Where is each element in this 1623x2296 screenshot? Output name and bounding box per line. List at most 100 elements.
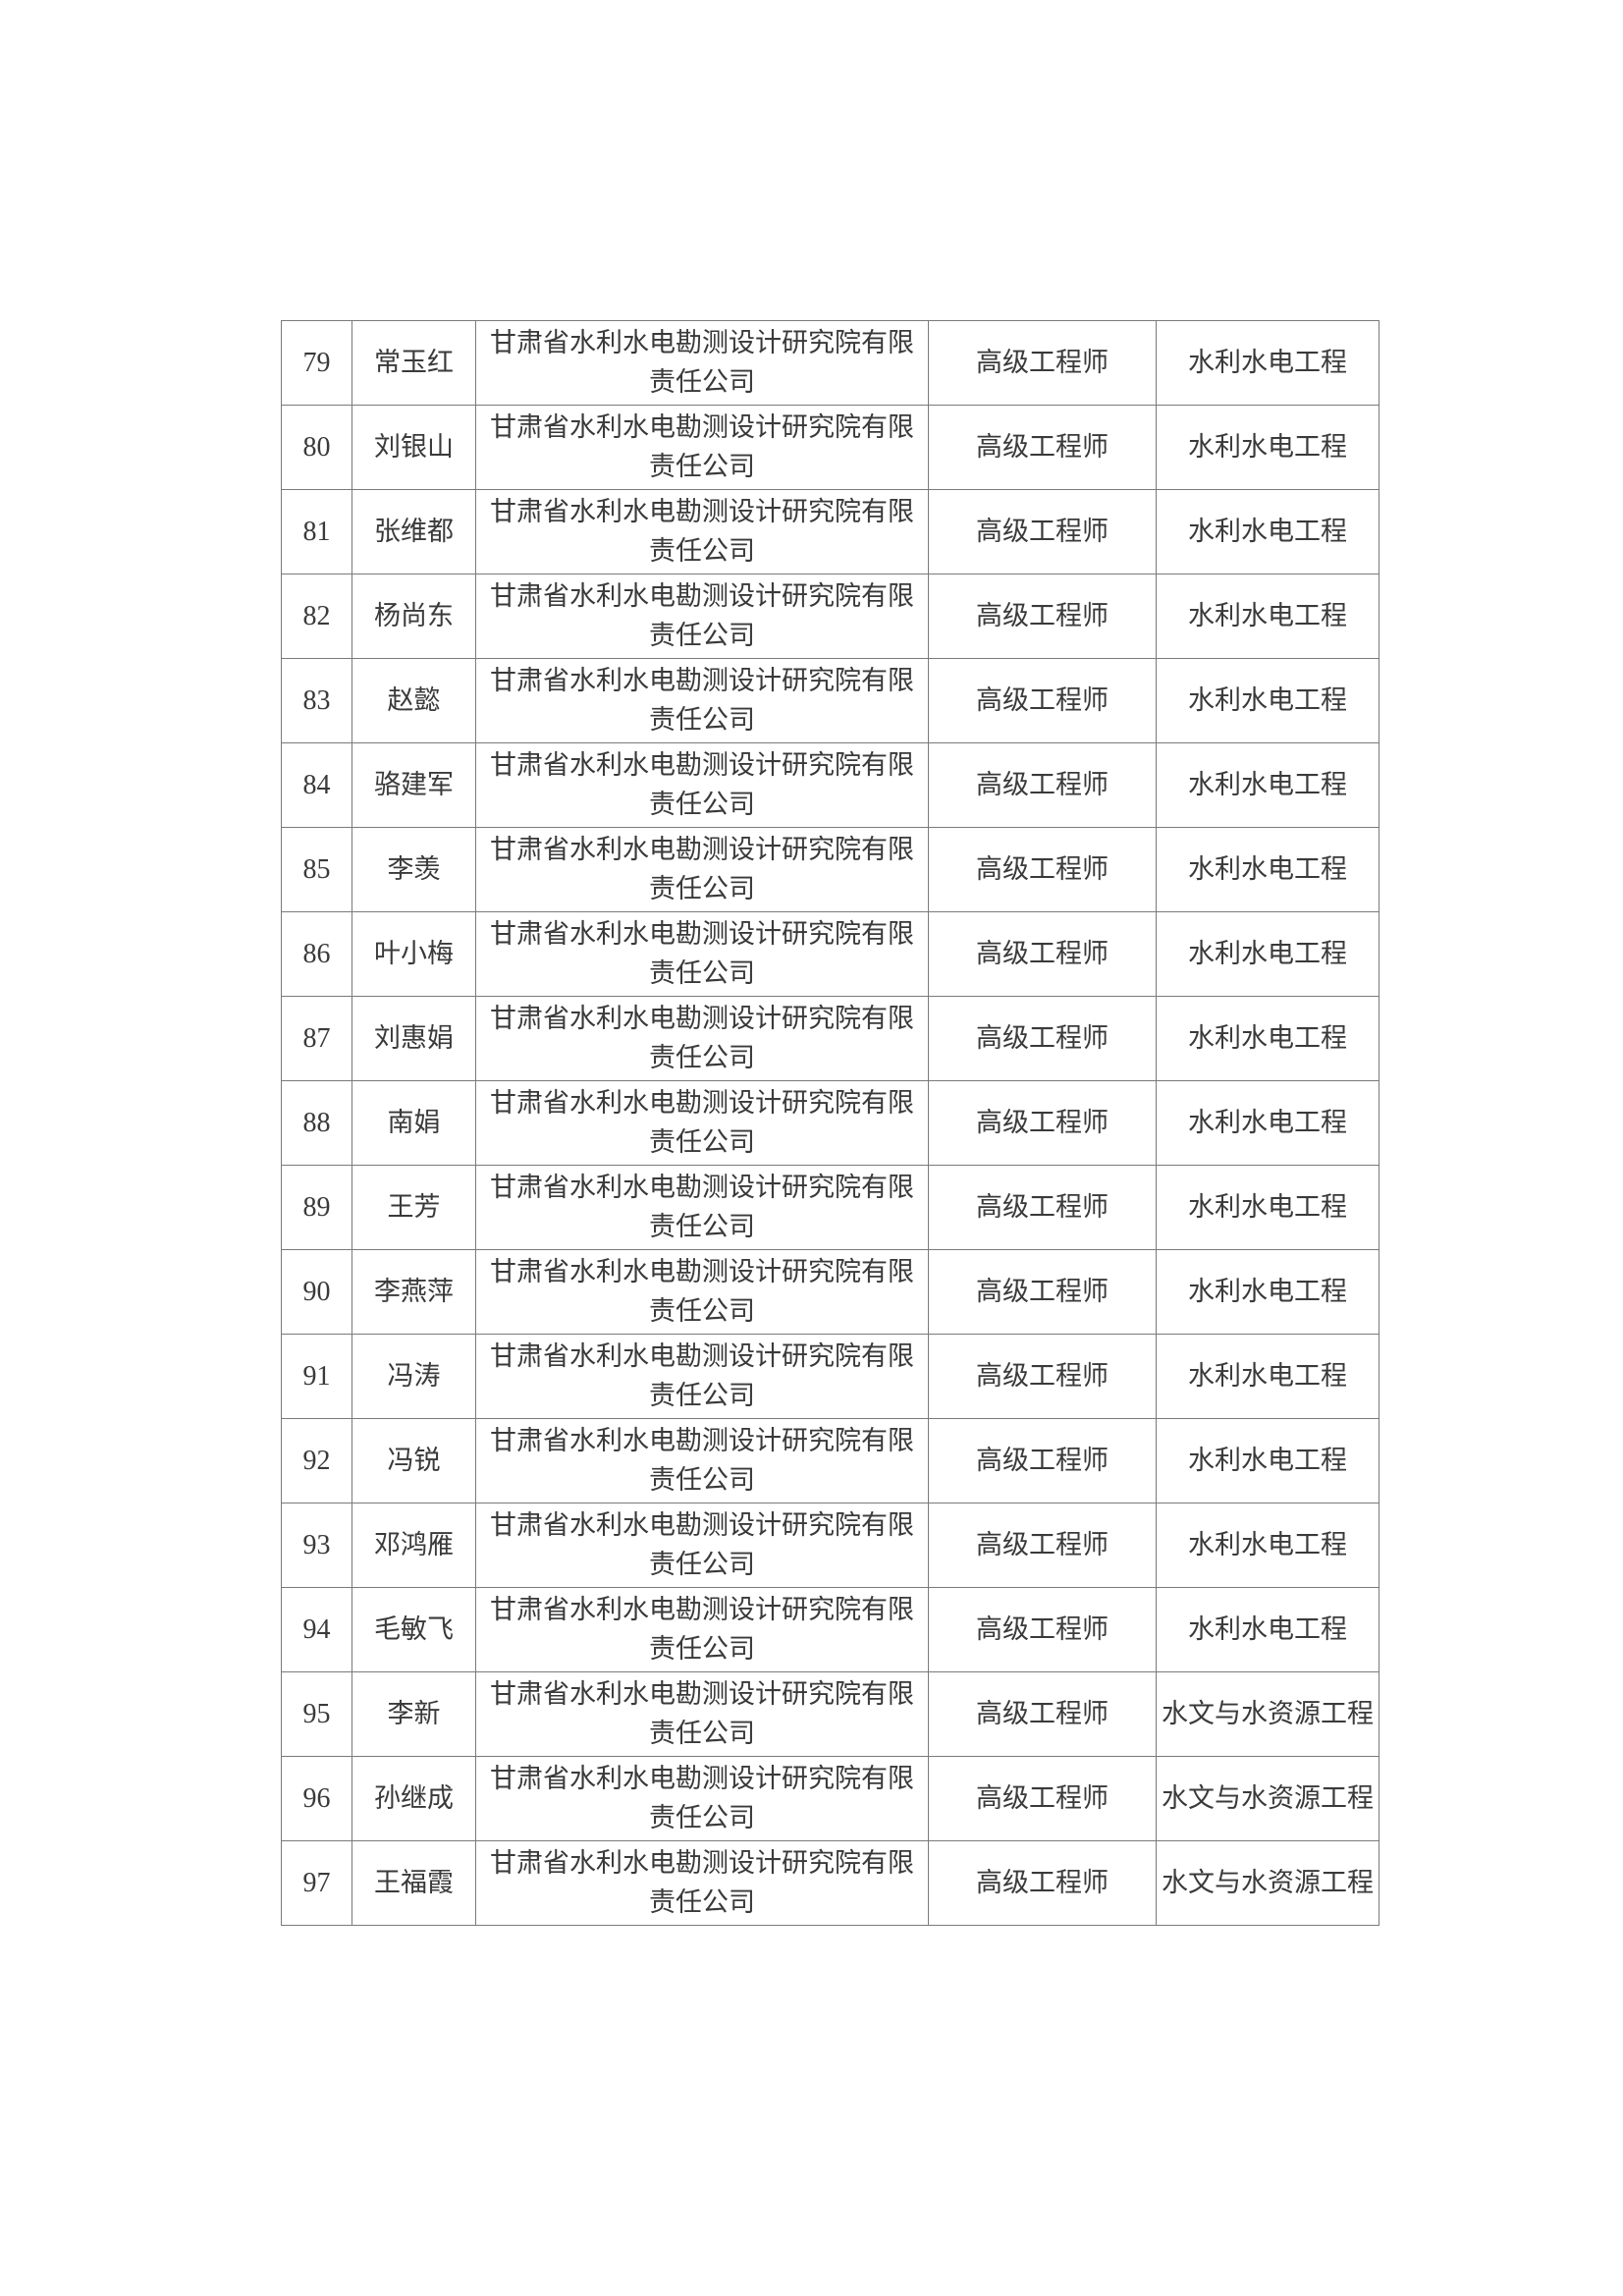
row-number-cell: 96: [281, 1756, 352, 1841]
person-name-cell: 孙继成: [352, 1756, 476, 1841]
organization-cell: 甘肃省水利水电勘测设计研究院有限责任公司: [475, 658, 929, 743]
professional-title-cell: 高级工程师: [928, 996, 1157, 1081]
professional-title-cell: 高级工程师: [928, 320, 1157, 406]
professional-title-cell: 高级工程师: [928, 1756, 1157, 1841]
table-row: 79 常玉红 甘肃省水利水电勘测设计研究院有限责任公司 高级工程师 水利水电工程: [281, 320, 1380, 406]
person-name-cell: 骆建军: [352, 742, 476, 828]
specialty-cell: 水利水电工程: [1156, 827, 1380, 912]
specialty-cell: 水利水电工程: [1156, 405, 1380, 490]
professional-title-cell: 高级工程师: [928, 1671, 1157, 1757]
specialty-cell: 水利水电工程: [1156, 1418, 1380, 1503]
person-name-cell: 王福霞: [352, 1840, 476, 1926]
specialty-cell: 水利水电工程: [1156, 320, 1380, 406]
organization-cell: 甘肃省水利水电勘测设计研究院有限责任公司: [475, 405, 929, 490]
professional-title-cell: 高级工程师: [928, 405, 1157, 490]
specialty-cell: 水利水电工程: [1156, 574, 1380, 659]
table-row: 85 李羡 甘肃省水利水电勘测设计研究院有限责任公司 高级工程师 水利水电工程: [281, 827, 1380, 912]
table-row: 97 王福霞 甘肃省水利水电勘测设计研究院有限责任公司 高级工程师 水文与水资源工程: [281, 1840, 1380, 1926]
organization-cell: 甘肃省水利水电勘测设计研究院有限责任公司: [475, 827, 929, 912]
organization-cell: 甘肃省水利水电勘测设计研究院有限责任公司: [475, 1418, 929, 1503]
person-name-cell: 常玉红: [352, 320, 476, 406]
person-name-cell: 张维都: [352, 489, 476, 574]
person-name-cell: 邓鸿雁: [352, 1503, 476, 1588]
row-number-cell: 94: [281, 1587, 352, 1672]
personnel-table: 79 常玉红 甘肃省水利水电勘测设计研究院有限责任公司 高级工程师 水利水电工程 80 刘银…: [281, 320, 1380, 1926]
specialty-cell: 水利水电工程: [1156, 1587, 1380, 1672]
row-number-cell: 91: [281, 1334, 352, 1419]
row-number-cell: 86: [281, 911, 352, 997]
person-name-cell: 刘惠娟: [352, 996, 476, 1081]
organization-cell: 甘肃省水利水电勘测设计研究院有限责任公司: [475, 911, 929, 997]
person-name-cell: 叶小梅: [352, 911, 476, 997]
person-name-cell: 南娟: [352, 1080, 476, 1166]
table-row: 95 李新 甘肃省水利水电勘测设计研究院有限责任公司 高级工程师 水文与水资源工程: [281, 1671, 1380, 1757]
specialty-cell: 水利水电工程: [1156, 1503, 1380, 1588]
organization-cell: 甘肃省水利水电勘测设计研究院有限责任公司: [475, 1080, 929, 1166]
table-row: 94 毛敏飞 甘肃省水利水电勘测设计研究院有限责任公司 高级工程师 水利水电工程: [281, 1587, 1380, 1672]
table-row: 86 叶小梅 甘肃省水利水电勘测设计研究院有限责任公司 高级工程师 水利水电工程: [281, 911, 1380, 997]
organization-cell: 甘肃省水利水电勘测设计研究院有限责任公司: [475, 742, 929, 828]
specialty-cell: 水利水电工程: [1156, 489, 1380, 574]
organization-cell: 甘肃省水利水电勘测设计研究院有限责任公司: [475, 574, 929, 659]
row-number-cell: 97: [281, 1840, 352, 1926]
professional-title-cell: 高级工程师: [928, 1587, 1157, 1672]
row-number-cell: 89: [281, 1165, 352, 1250]
professional-title-cell: 高级工程师: [928, 489, 1157, 574]
organization-cell: 甘肃省水利水电勘测设计研究院有限责任公司: [475, 1249, 929, 1335]
organization-cell: 甘肃省水利水电勘测设计研究院有限责任公司: [475, 1756, 929, 1841]
professional-title-cell: 高级工程师: [928, 658, 1157, 743]
row-number-cell: 79: [281, 320, 352, 406]
row-number-cell: 81: [281, 489, 352, 574]
row-number-cell: 85: [281, 827, 352, 912]
organization-cell: 甘肃省水利水电勘测设计研究院有限责任公司: [475, 1165, 929, 1250]
professional-title-cell: 高级工程师: [928, 911, 1157, 997]
specialty-cell: 水文与水资源工程: [1156, 1671, 1380, 1757]
table-row: 80 刘银山 甘肃省水利水电勘测设计研究院有限责任公司 高级工程师 水利水电工程: [281, 405, 1380, 490]
specialty-cell: 水利水电工程: [1156, 1080, 1380, 1166]
person-name-cell: 李羡: [352, 827, 476, 912]
professional-title-cell: 高级工程师: [928, 1165, 1157, 1250]
table-row: 90 李燕萍 甘肃省水利水电勘测设计研究院有限责任公司 高级工程师 水利水电工程: [281, 1249, 1380, 1335]
professional-title-cell: 高级工程师: [928, 574, 1157, 659]
person-name-cell: 杨尚东: [352, 574, 476, 659]
organization-cell: 甘肃省水利水电勘测设计研究院有限责任公司: [475, 320, 929, 406]
person-name-cell: 赵懿: [352, 658, 476, 743]
row-number-cell: 93: [281, 1503, 352, 1588]
person-name-cell: 李燕萍: [352, 1249, 476, 1335]
professional-title-cell: 高级工程师: [928, 1080, 1157, 1166]
professional-title-cell: 高级工程师: [928, 1334, 1157, 1419]
person-name-cell: 冯涛: [352, 1334, 476, 1419]
organization-cell: 甘肃省水利水电勘测设计研究院有限责任公司: [475, 996, 929, 1081]
specialty-cell: 水利水电工程: [1156, 1334, 1380, 1419]
person-name-cell: 李新: [352, 1671, 476, 1757]
row-number-cell: 90: [281, 1249, 352, 1335]
professional-title-cell: 高级工程师: [928, 1840, 1157, 1926]
row-number-cell: 87: [281, 996, 352, 1081]
professional-title-cell: 高级工程师: [928, 1503, 1157, 1588]
professional-title-cell: 高级工程师: [928, 827, 1157, 912]
specialty-cell: 水文与水资源工程: [1156, 1756, 1380, 1841]
specialty-cell: 水利水电工程: [1156, 742, 1380, 828]
table-row: 82 杨尚东 甘肃省水利水电勘测设计研究院有限责任公司 高级工程师 水利水电工程: [281, 574, 1380, 659]
table-row: 84 骆建军 甘肃省水利水电勘测设计研究院有限责任公司 高级工程师 水利水电工程: [281, 742, 1380, 828]
specialty-cell: 水文与水资源工程: [1156, 1840, 1380, 1926]
table-row: 88 南娟 甘肃省水利水电勘测设计研究院有限责任公司 高级工程师 水利水电工程: [281, 1080, 1380, 1166]
organization-cell: 甘肃省水利水电勘测设计研究院有限责任公司: [475, 489, 929, 574]
row-number-cell: 92: [281, 1418, 352, 1503]
organization-cell: 甘肃省水利水电勘测设计研究院有限责任公司: [475, 1671, 929, 1757]
professional-title-cell: 高级工程师: [928, 1418, 1157, 1503]
row-number-cell: 83: [281, 658, 352, 743]
organization-cell: 甘肃省水利水电勘测设计研究院有限责任公司: [475, 1334, 929, 1419]
person-name-cell: 冯锐: [352, 1418, 476, 1503]
table-row: 87 刘惠娟 甘肃省水利水电勘测设计研究院有限责任公司 高级工程师 水利水电工程: [281, 996, 1380, 1081]
table-row: 89 王芳 甘肃省水利水电勘测设计研究院有限责任公司 高级工程师 水利水电工程: [281, 1165, 1380, 1250]
specialty-cell: 水利水电工程: [1156, 996, 1380, 1081]
specialty-cell: 水利水电工程: [1156, 1249, 1380, 1335]
professional-title-cell: 高级工程师: [928, 742, 1157, 828]
table-row: 92 冯锐 甘肃省水利水电勘测设计研究院有限责任公司 高级工程师 水利水电工程: [281, 1418, 1380, 1503]
person-name-cell: 王芳: [352, 1165, 476, 1250]
row-number-cell: 88: [281, 1080, 352, 1166]
specialty-cell: 水利水电工程: [1156, 658, 1380, 743]
organization-cell: 甘肃省水利水电勘测设计研究院有限责任公司: [475, 1587, 929, 1672]
row-number-cell: 82: [281, 574, 352, 659]
